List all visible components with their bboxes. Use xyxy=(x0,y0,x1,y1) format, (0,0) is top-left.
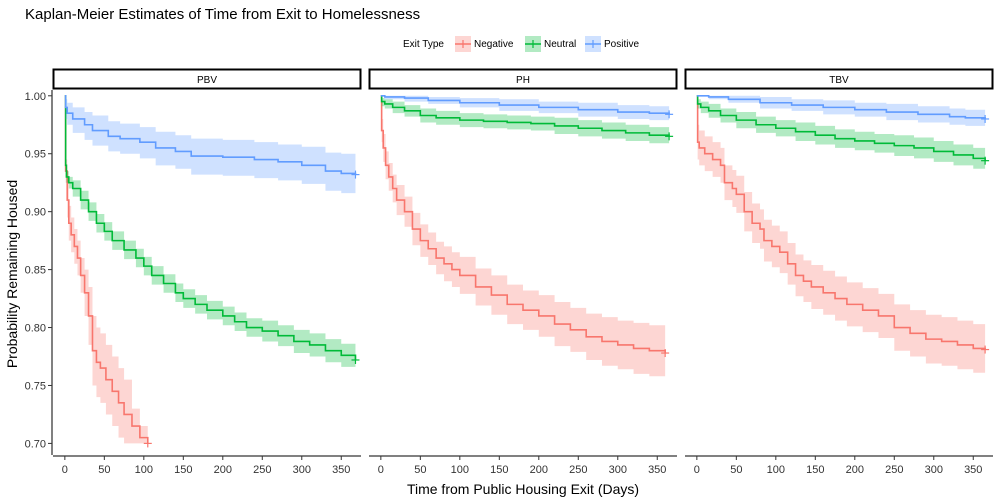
panel-pbv: PBV 0 50 100 150 200 250 300 350 xyxy=(52,68,362,476)
x-tick-label: 50 xyxy=(98,464,110,476)
series-ph-negative xyxy=(380,94,670,379)
strip-label: TBV xyxy=(829,75,849,86)
x-tick-label: 0 xyxy=(694,464,700,476)
strip-tbv xyxy=(684,68,994,90)
strip-ph xyxy=(368,68,678,90)
x-axis-pbv: 0 50 100 150 200 250 300 350 xyxy=(53,455,361,476)
ci-ribbon xyxy=(64,95,356,372)
panels: 0.70 0.75 0.80 0.85 0.90 0.95 1.00 PBV 0 50 100 150… xyxy=(25,68,994,476)
censor-mark xyxy=(351,355,360,364)
x-tick-label: 100 xyxy=(135,464,153,476)
km-line xyxy=(64,94,149,444)
x-tick-label: 350 xyxy=(332,464,350,476)
y-axis: 0.70 0.75 0.80 0.85 0.90 0.95 1.00 xyxy=(25,90,53,455)
ci-ribbon xyxy=(380,95,666,379)
legend-entry-negative: Negative xyxy=(455,36,514,52)
series-pbv-neutral xyxy=(64,94,360,372)
ci-ribbon xyxy=(380,95,670,145)
y-tick-label: 0.85 xyxy=(25,265,46,277)
series-pbv-negative xyxy=(64,94,152,448)
censor-mark xyxy=(351,170,360,179)
x-tick-label: 150 xyxy=(174,464,192,476)
x-tick-label: 250 xyxy=(885,464,903,476)
y-axis-title: Probability Remaining Housed xyxy=(4,180,20,368)
legend-label-neutral: Neutral xyxy=(544,39,576,50)
x-tick-label: 350 xyxy=(964,464,982,476)
x-tick-label: 250 xyxy=(569,464,587,476)
x-tick-label: 150 xyxy=(490,464,508,476)
strip-pbv xyxy=(52,68,362,90)
x-axis-tbv: 0 50 100 150 200 250 300 350 xyxy=(685,455,993,476)
x-tick-label: 300 xyxy=(925,464,943,476)
legend-label-negative: Negative xyxy=(474,39,514,50)
x-tick-label: 0 xyxy=(62,464,68,476)
panel-ph: PH 0 50 100 150 200 250 300 350 xyxy=(368,68,678,476)
censor-mark xyxy=(665,132,674,141)
km-line xyxy=(64,94,357,175)
censor-mark xyxy=(981,156,990,165)
chart-title: Kaplan-Meier Estimates of Time from Exit… xyxy=(25,6,420,23)
x-tick-label: 50 xyxy=(730,464,742,476)
x-tick-label: 100 xyxy=(767,464,785,476)
legend-label-positive: Positive xyxy=(604,39,639,50)
legend-title: Exit Type xyxy=(403,39,444,50)
x-tick-label: 100 xyxy=(451,464,469,476)
km-line xyxy=(380,94,670,115)
y-tick-label: 0.70 xyxy=(25,438,46,450)
strip-label: PH xyxy=(516,75,530,86)
ci-ribbon xyxy=(380,95,670,122)
series-tbv-negative xyxy=(696,94,990,374)
x-tick-label: 300 xyxy=(293,464,311,476)
x-tick-label: 250 xyxy=(253,464,271,476)
x-tick-label: 200 xyxy=(846,464,864,476)
y-tick-label: 0.80 xyxy=(25,323,46,335)
km-line xyxy=(64,94,357,360)
x-tick-label: 200 xyxy=(214,464,232,476)
x-tick-label: 0 xyxy=(378,464,384,476)
x-tick-label: 300 xyxy=(609,464,627,476)
legend-entry-neutral: Neutral xyxy=(525,36,576,52)
ci-ribbon xyxy=(696,95,986,374)
ci-ribbon xyxy=(696,95,986,172)
y-tick-label: 0.95 xyxy=(25,149,46,161)
ci-ribbon xyxy=(696,95,986,128)
y-tick-label: 0.75 xyxy=(25,380,46,392)
series-ph-positive xyxy=(380,94,674,122)
series-pbv-positive xyxy=(64,94,360,195)
censor-mark xyxy=(143,439,152,448)
ci-ribbon xyxy=(64,95,356,195)
km-line xyxy=(696,94,986,161)
y-tick-label: 0.90 xyxy=(25,207,46,219)
y-tick-label: 1.00 xyxy=(25,91,46,103)
censor-mark xyxy=(661,349,670,358)
censor-mark xyxy=(665,110,674,119)
series-ph-neutral xyxy=(380,94,674,145)
km-line xyxy=(380,94,670,137)
x-axis-title: Time from Public Housing Exit (Days) xyxy=(407,481,639,497)
panel-tbv: TBV 0 50 100 150 200 250 300 350 xyxy=(684,68,994,476)
x-tick-label: 50 xyxy=(414,464,426,476)
censor-mark xyxy=(981,114,990,123)
legend: Exit Type Negative Neutral Positive xyxy=(403,36,639,52)
censor-mark xyxy=(981,345,990,354)
strip-label: PBV xyxy=(197,75,217,86)
km-line xyxy=(696,94,986,350)
x-tick-label: 150 xyxy=(806,464,824,476)
legend-entry-positive: Positive xyxy=(585,36,639,52)
km-line xyxy=(696,94,986,119)
x-axis-ph: 0 50 100 150 200 250 300 350 xyxy=(369,455,677,476)
series-tbv-positive xyxy=(696,94,990,128)
x-tick-label: 350 xyxy=(648,464,666,476)
x-tick-label: 200 xyxy=(530,464,548,476)
km-line xyxy=(380,94,666,354)
series-tbv-neutral xyxy=(696,94,990,172)
